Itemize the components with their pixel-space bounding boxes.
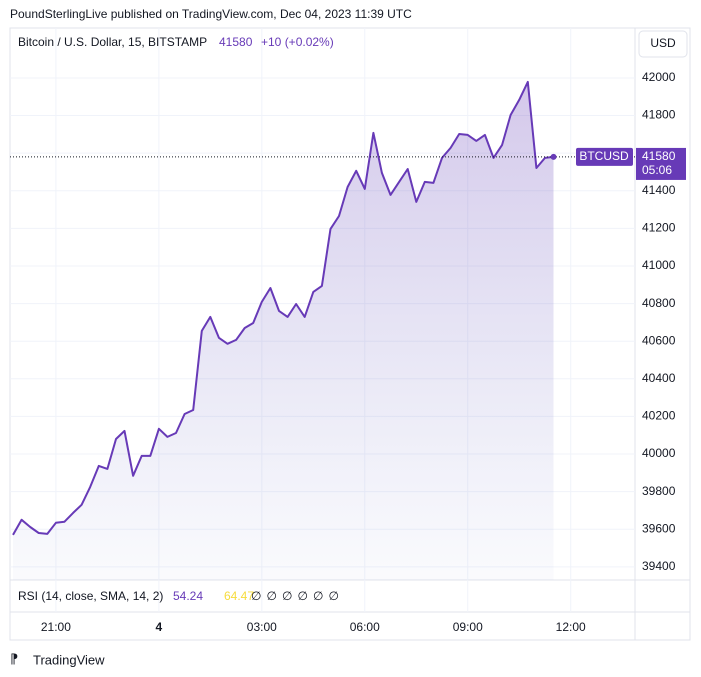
- plot: [12, 80, 554, 581]
- symbol: Bitcoin / U.S. Dollar, 15, BITSTAMP: [18, 35, 207, 49]
- y-tick-label: 39800: [642, 484, 676, 498]
- x-tick-label: 06:00: [350, 620, 380, 634]
- y-tick-label: 40000: [642, 446, 676, 460]
- ticker-tag: [576, 147, 633, 166]
- rsi-value: 64.47: [224, 589, 254, 603]
- area: [13, 81, 554, 581]
- y-tick-label: 41400: [642, 183, 676, 197]
- x-tick-label: 12:00: [556, 620, 586, 634]
- y-tick-label: 41200: [642, 221, 676, 235]
- rsi-empty: ∅: [251, 589, 261, 603]
- rsi-empty: ∅: [267, 589, 277, 603]
- y-tick-label: 40600: [642, 333, 676, 347]
- y-tick-label: 39600: [642, 521, 676, 535]
- y-tick-label: 42000: [642, 70, 676, 84]
- rsi-empty: ∅: [329, 589, 339, 603]
- x-tick-label: 21:00: [41, 620, 71, 634]
- chart-frame: [9, 27, 691, 641]
- price-tag-value: 41580: [642, 149, 676, 163]
- rsi-empty: ∅: [298, 589, 308, 603]
- legend-change: +10 (+0.02%): [261, 35, 334, 49]
- y-tick-label: 41000: [642, 258, 676, 272]
- ticker: BTCUSD: [579, 149, 629, 163]
- x-tick-label: 03:00: [247, 620, 277, 634]
- x-tick-label: 4: [156, 620, 163, 634]
- countdown: 05:06: [642, 163, 672, 177]
- y-tick-label: 40200: [642, 409, 676, 423]
- y-tick-label: 40800: [642, 296, 676, 310]
- currency[interactable]: USD: [650, 36, 676, 50]
- chart-title: PoundSterlingLive published on TradingVi…: [10, 7, 412, 21]
- x-tick-label: 09:00: [453, 620, 483, 634]
- y-tick-label: 40400: [642, 371, 676, 385]
- rsi-label: RSI (14, close, SMA, 14, 2): [18, 589, 163, 603]
- y-tick-label: 41800: [642, 108, 676, 122]
- rsi-empty: ∅: [282, 589, 292, 603]
- brand: TradingView: [33, 652, 105, 667]
- currency-button[interactable]: [638, 30, 688, 58]
- legend-last: 41580: [219, 35, 253, 49]
- line: [12, 80, 554, 536]
- price-tag: [636, 147, 686, 180]
- rsi-value: 54.24: [173, 589, 203, 603]
- y-tick-label: 39400: [642, 559, 676, 573]
- rsi-empty: ∅: [313, 589, 323, 603]
- logo-mark: ⁋: [10, 651, 18, 666]
- last-point: [550, 153, 557, 160]
